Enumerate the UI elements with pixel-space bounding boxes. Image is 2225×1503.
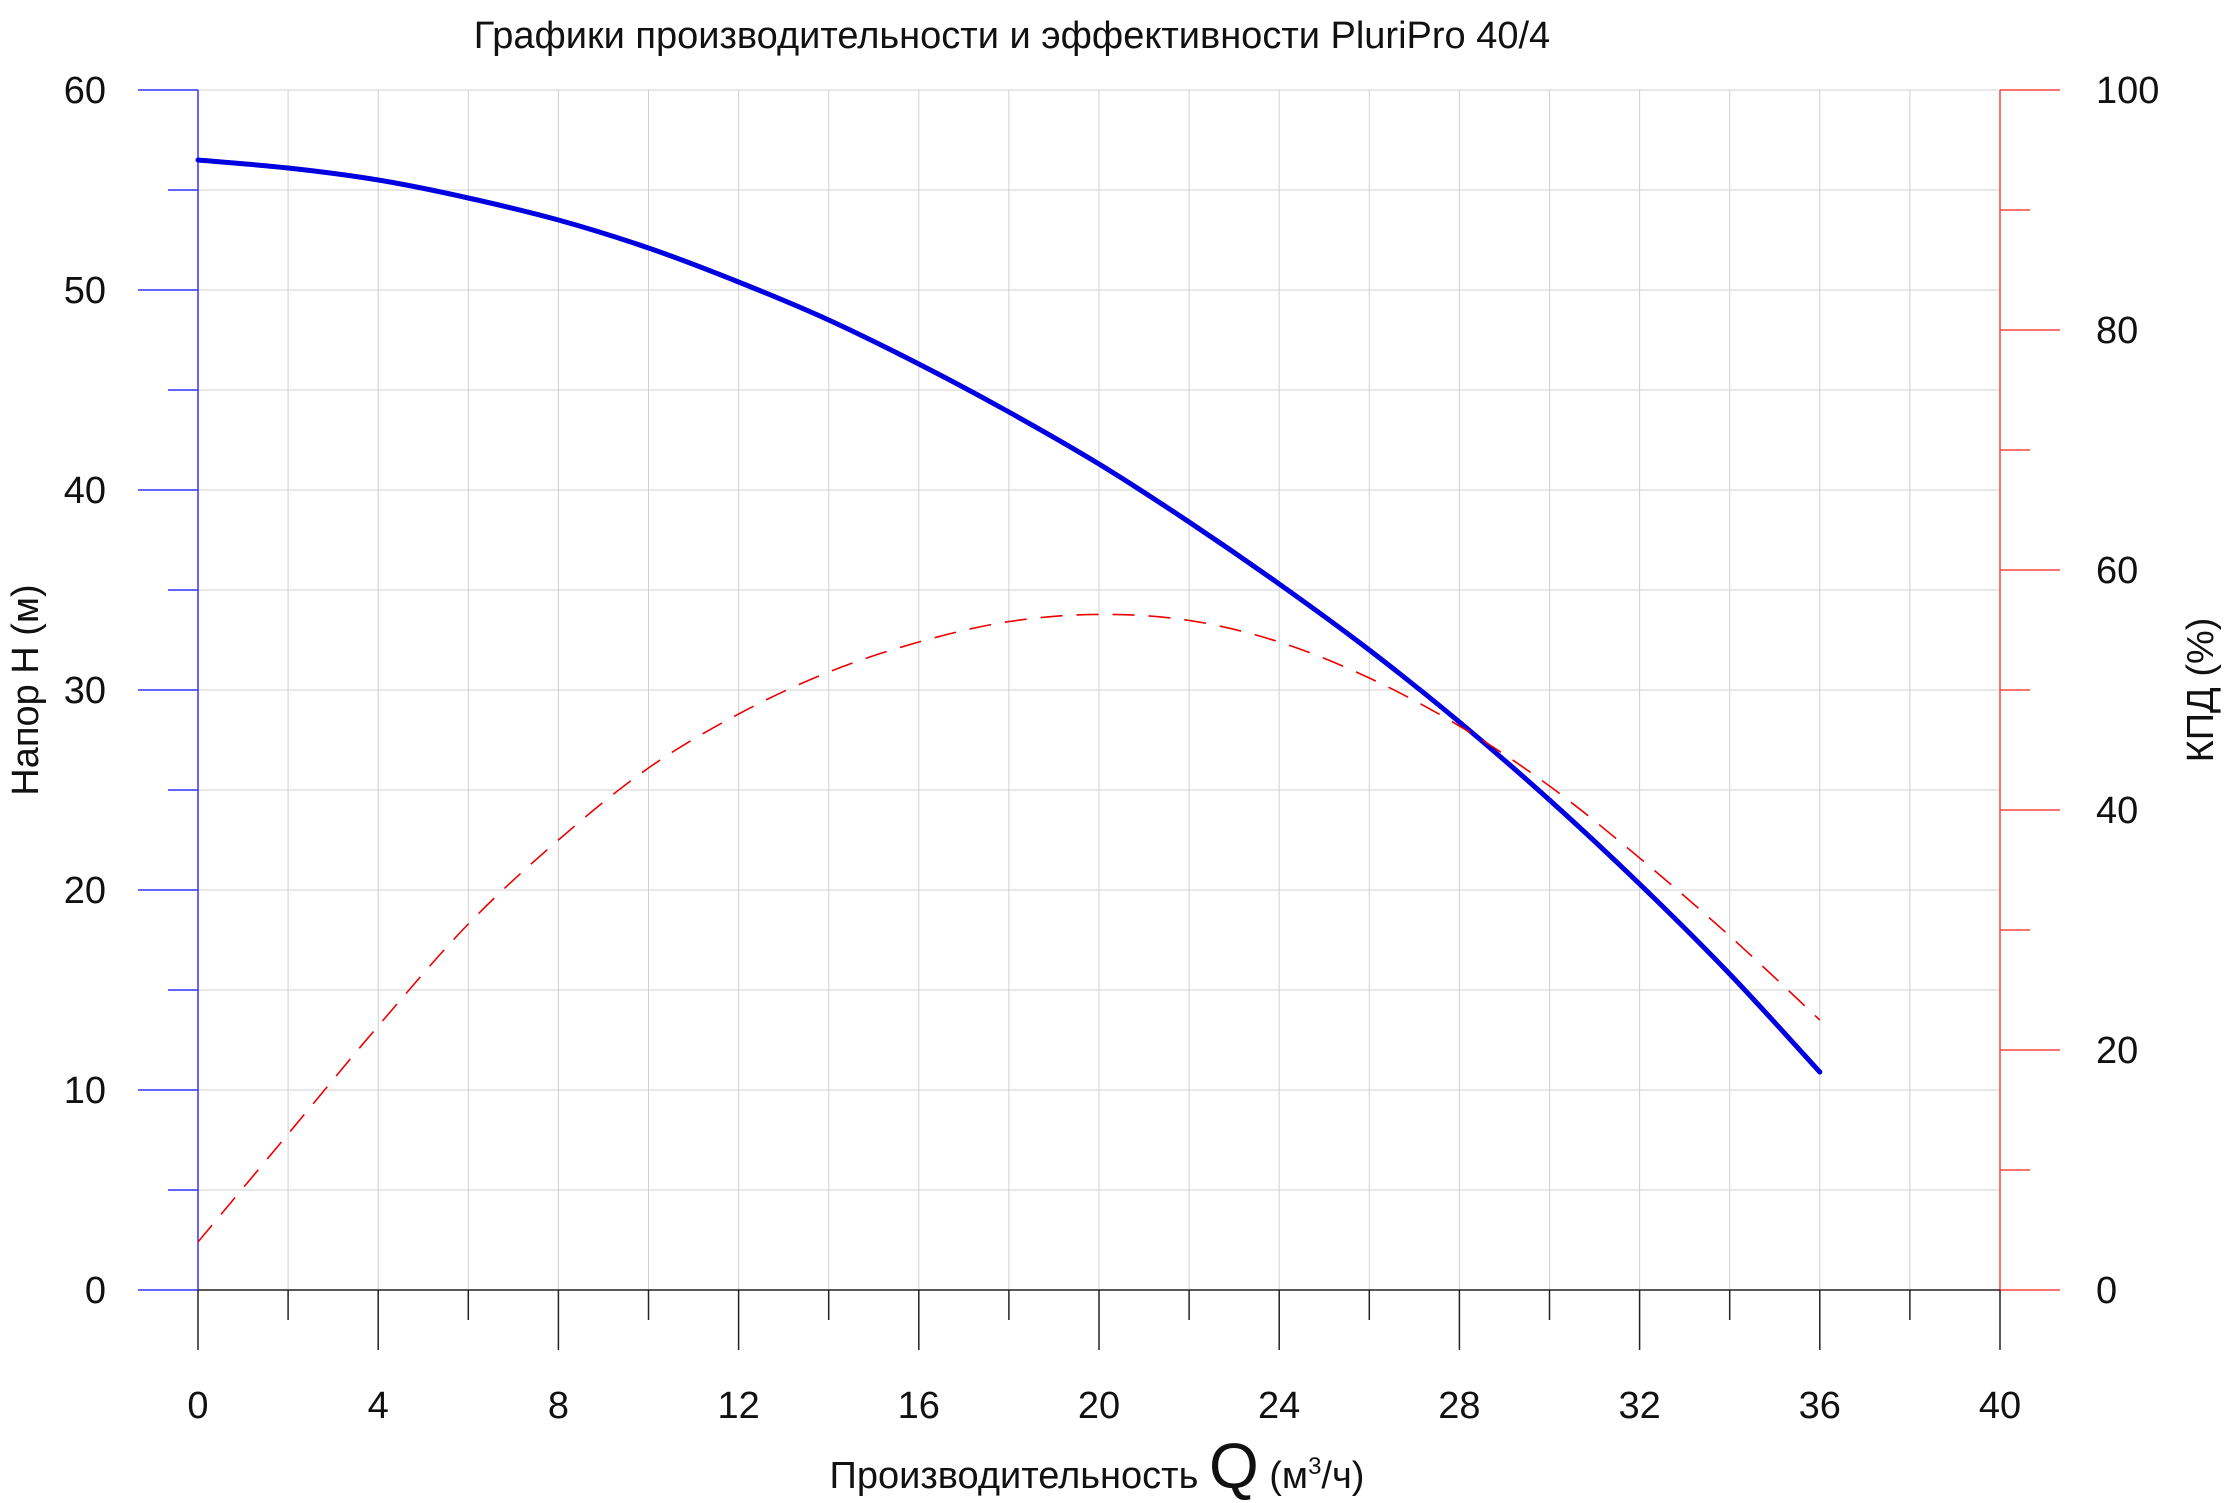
x-axis-label: Производительность Q (м3/ч) xyxy=(830,1430,1365,1502)
y-right-tick-label: 40 xyxy=(2096,790,2138,832)
y-right-label: КПД (%) xyxy=(2180,618,2222,763)
grid xyxy=(197,89,2001,1291)
head-curve xyxy=(195,157,1823,1075)
x-label-unit-sup: 3 xyxy=(1308,1453,1321,1480)
y-right-tick-label: 80 xyxy=(2096,310,2138,352)
y-left-tick-label: 0 xyxy=(85,1270,106,1312)
x-tick-label: 36 xyxy=(1799,1385,1841,1427)
y-left-tick-label: 60 xyxy=(64,70,106,112)
x-tick-label: 16 xyxy=(898,1385,940,1427)
y-left-tick-label: 50 xyxy=(64,270,106,312)
x-label-prefix: Производительность xyxy=(830,1455,1209,1497)
y-right-tick-label: 60 xyxy=(2096,550,2138,592)
x-tick-label: 24 xyxy=(1258,1385,1300,1427)
y-right-tick-label: 100 xyxy=(2096,70,2159,112)
x-label-symbol: Q xyxy=(1209,1430,1259,1502)
efficiency-curve xyxy=(197,613,1821,1243)
x-tick-label: 20 xyxy=(1078,1385,1120,1427)
x-tick-label: 12 xyxy=(717,1385,759,1427)
y-left-tick-label: 40 xyxy=(64,470,106,512)
x-tick-label: 8 xyxy=(548,1385,569,1427)
y-left-tick-label: 20 xyxy=(64,870,106,912)
x-label-unit-close: /ч) xyxy=(1321,1455,1364,1497)
y-right-tick-label: 0 xyxy=(2096,1270,2117,1312)
series-group xyxy=(195,157,1823,1243)
x-tick-label: 4 xyxy=(368,1385,389,1427)
y-right-tick-label: 20 xyxy=(2096,1030,2138,1072)
y-left-tick-label: 10 xyxy=(64,1070,106,1112)
x-tick-label: 40 xyxy=(1979,1385,2021,1427)
x-label-unit-open: (м xyxy=(1259,1455,1308,1497)
x-tick-label: 32 xyxy=(1618,1385,1660,1427)
x-tick-label: 0 xyxy=(187,1385,208,1427)
ticks: 0 10 20 30 40 50 60 0 20 40 60 80 100 0 4 8 12 16 20 24 28 32… xyxy=(64,70,2160,1427)
y-left-tick-label: 30 xyxy=(64,670,106,712)
y-left-label: Напор Н (м) xyxy=(5,584,47,795)
chart-title: Графики производительности и эффективнос… xyxy=(474,15,1550,57)
x-tick-label: 28 xyxy=(1438,1385,1480,1427)
